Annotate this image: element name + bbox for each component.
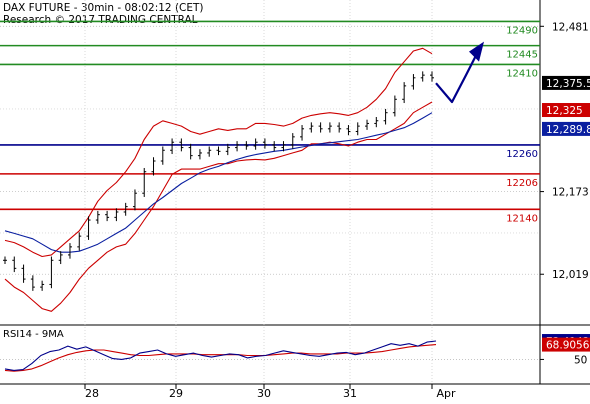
level-label: 12445 [506,50,538,61]
price-badge [542,103,590,118]
chart-header-title: DAX FUTURE - 30min - 08:02:12 (CET) [3,2,204,14]
forecast-arrow [435,45,482,104]
chart-header-copyright: Research © 2017 TRADING CENTRAL [3,14,198,26]
x-tick-label: 30 [257,387,271,400]
x-tick-label: Apr [436,387,456,400]
bollinger-upper-line [4,47,433,258]
x-tick-label: 29 [169,387,183,400]
rsi-y-tick-label: 50 [574,354,587,366]
level-label: 12206 [506,178,538,189]
price-badge-label: 12,289.8 [546,124,590,136]
x-tick-label: 28 [85,387,99,400]
rsi-badge-label: 68.9056 [546,340,590,352]
price-badge [542,75,590,90]
price-badge-label: 12,325 [546,105,583,117]
y-tick-label: 12,173 [552,187,589,199]
price-badge-label: 12,375.5 [546,78,590,90]
y-tick-label: 12,019 [552,269,589,281]
rsi-badge [542,337,590,352]
rsi-line [4,340,437,371]
moving-average-line [4,112,433,253]
price-badge [542,121,590,136]
x-tick-label: 31 [343,387,357,400]
level-label: 12140 [506,213,538,224]
forecast-arrowhead [469,41,484,62]
bollinger-lower-line [4,101,433,312]
level-label: 12260 [506,149,538,160]
level-label: 12410 [506,68,538,79]
rsi-panel-title: RSI14 - 9MA [3,329,64,340]
level-label: 12490 [506,25,538,36]
y-tick-label: 12,481 [552,21,589,33]
